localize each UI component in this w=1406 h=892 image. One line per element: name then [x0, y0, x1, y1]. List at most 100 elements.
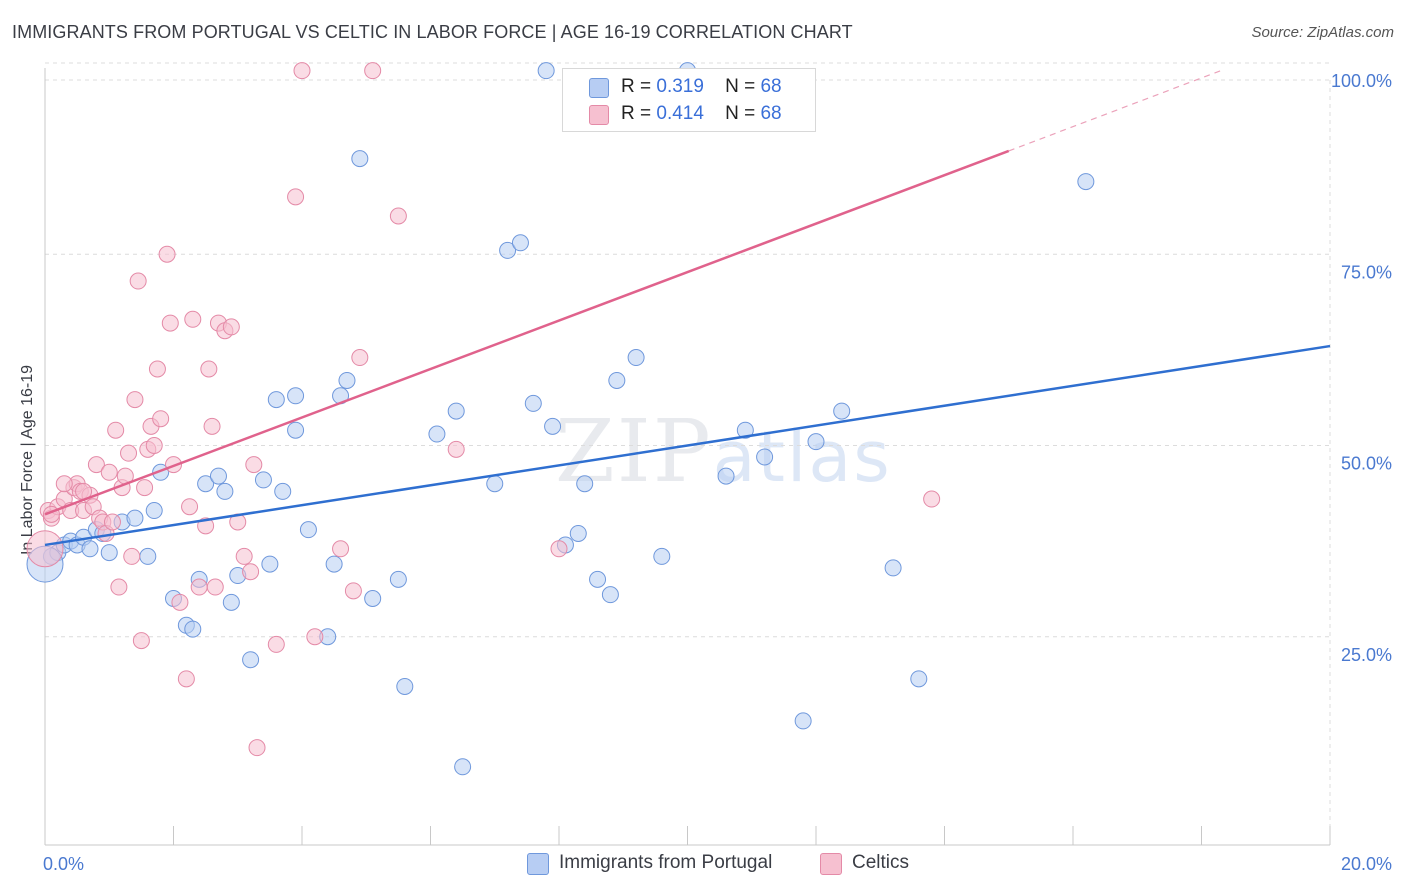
celtics-point [203, 417, 221, 435]
celtics-point [87, 456, 105, 474]
portugal-point [910, 670, 928, 688]
portugal-point [756, 448, 774, 466]
portugal-point [287, 421, 305, 439]
celtics-point [364, 62, 382, 80]
bottom-legend-label-portugal: Immigrants from Portugal [559, 852, 773, 873]
portugal-point [499, 241, 517, 259]
bottom-legend-swatch-portugal [527, 853, 549, 875]
legend-r-label: R = [621, 103, 652, 124]
celtics-point [287, 188, 305, 206]
legend-n-value: 68 [760, 103, 782, 124]
portugal-point [81, 540, 99, 558]
portugal-point [267, 391, 285, 409]
celtics-point [161, 314, 179, 332]
celtics-trend-extension [1008, 70, 1221, 152]
celtics-point [55, 475, 73, 493]
y-tick-label-25: 25.0% [1341, 645, 1392, 665]
portugal-point [447, 402, 465, 420]
celtics-point [126, 391, 144, 409]
y-tick-label-50: 50.0% [1341, 454, 1392, 474]
portugal-point [254, 471, 272, 489]
tick-labels: 25.0% 50.0% 75.0% 100.0% 0.0% 20.0% [43, 71, 1392, 874]
portugal-point [833, 402, 851, 420]
grid-lines [45, 62, 1331, 845]
celtics-point [100, 463, 118, 481]
celtics-point [107, 421, 125, 439]
celtics-point [248, 739, 266, 757]
portugal-point [197, 475, 215, 493]
celtics-point [152, 410, 170, 428]
bottom-legend-swatch-celtics [820, 853, 842, 875]
portugal-point [627, 349, 645, 367]
celtics-point [222, 318, 240, 336]
celtics-point [550, 540, 568, 558]
celtics-point [306, 628, 324, 646]
celtics-point [447, 440, 465, 458]
legend-r-value: 0.414 [656, 103, 704, 124]
portugal-point [1077, 173, 1095, 191]
celtics-point [235, 547, 253, 565]
portugal-point [428, 425, 446, 443]
celtics-point [293, 62, 311, 80]
portugal-point [100, 544, 118, 562]
celtics-point [181, 498, 199, 516]
portugal-point [576, 475, 594, 493]
portugal-point [544, 417, 562, 435]
celtics-point [103, 513, 121, 531]
y-tick-label-75: 75.0% [1341, 262, 1392, 282]
data-points [26, 62, 1095, 776]
portugal-point [794, 712, 812, 730]
celtics-point [344, 582, 362, 600]
celtics-point [123, 547, 141, 565]
trend-lines [44, 70, 1331, 547]
celtics-point [923, 490, 941, 508]
celtics-point [184, 310, 202, 328]
portugal-point [261, 555, 279, 573]
celtics-point [177, 670, 195, 688]
celtics-point [245, 456, 263, 474]
bottom-legend-label-celtics: Celtics [852, 852, 910, 873]
portugal-point [601, 586, 619, 604]
portugal-point [145, 502, 163, 520]
portugal-point [736, 421, 754, 439]
celtics-point [171, 593, 189, 611]
celtics-point [148, 360, 166, 378]
axes [44, 68, 1331, 846]
celtics-point [136, 479, 154, 497]
legend-n-value: 68 [760, 76, 782, 97]
portugal-point [486, 475, 504, 493]
portugal-point [222, 593, 240, 611]
correlation-legend: R = 0.319 N = 68 R = 0.414 N = 68 [562, 68, 816, 132]
portugal-point [325, 555, 343, 573]
celtics-point [332, 540, 350, 558]
portugal-point [589, 570, 607, 588]
portugal-point [537, 62, 555, 80]
portugal-point [287, 387, 305, 405]
portugal-point [608, 371, 626, 389]
y-tick-label-100: 100.0% [1331, 71, 1392, 91]
celtics-point [200, 360, 218, 378]
celtics-point [389, 207, 407, 225]
portugal-point [511, 234, 529, 252]
legend-n-label: N = [725, 76, 756, 97]
portugal-point [184, 620, 202, 638]
celtics-point [26, 530, 64, 568]
portugal-point [209, 467, 227, 485]
source-credit: Source: ZipAtlas.com [1251, 24, 1394, 41]
portugal-point [524, 394, 542, 412]
portugal-point [338, 371, 356, 389]
portugal-point [807, 433, 825, 451]
celtics-point [120, 444, 138, 462]
portugal-point [126, 509, 144, 527]
celtics-point [242, 563, 260, 581]
portugal-point [139, 547, 157, 565]
portugal-point [454, 758, 472, 776]
celtics-trend-line [44, 149, 1010, 516]
celtics-point [145, 437, 163, 454]
chart-title: IMMIGRANTS FROM PORTUGAL VS CELTIC IN LA… [12, 22, 853, 42]
celtics-point [129, 272, 147, 290]
portugal-point [884, 559, 902, 577]
celtics-point [132, 632, 150, 650]
portugal-point [364, 590, 382, 607]
portugal-point [396, 677, 414, 695]
